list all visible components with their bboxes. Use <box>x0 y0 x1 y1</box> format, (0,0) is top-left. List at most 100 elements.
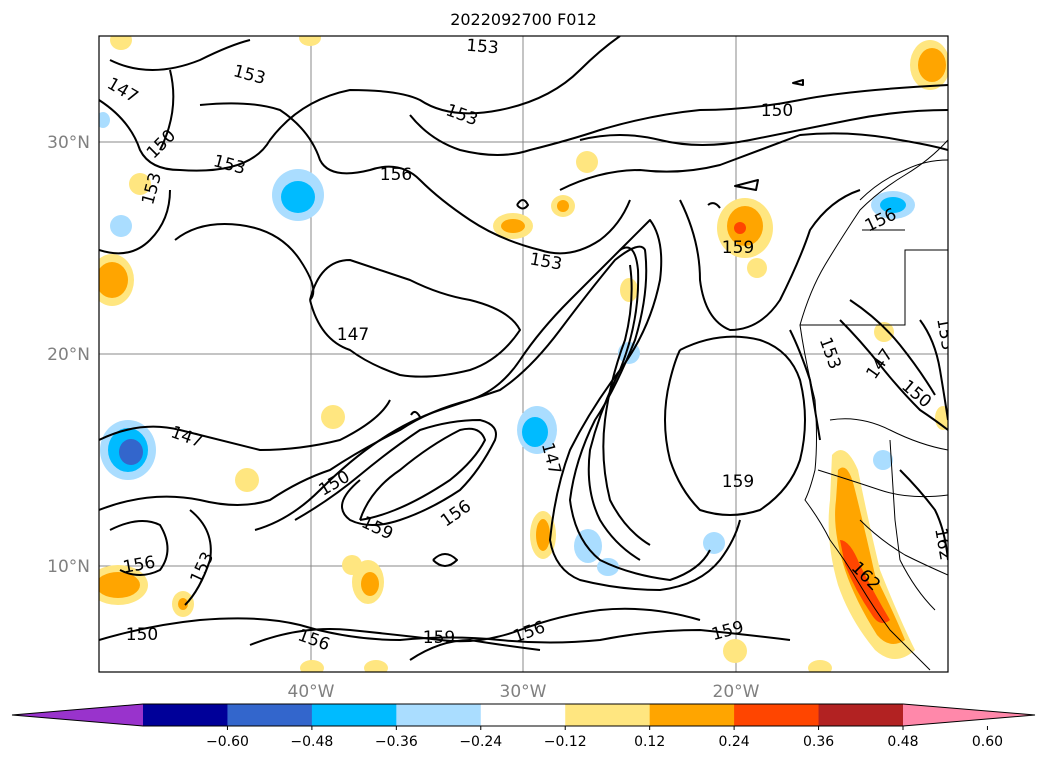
contour-153-far-east <box>919 319 948 421</box>
contour-162-east <box>899 469 948 561</box>
warm-spot-12 <box>110 36 132 50</box>
contour-147-left <box>99 399 391 451</box>
colorbar-tick-label: −0.12 <box>544 734 587 750</box>
contour-label: 150 <box>126 625 158 645</box>
colorbar-bin <box>227 704 313 726</box>
contour-label: 147 <box>337 325 369 345</box>
colorbar-outline <box>11 703 1036 727</box>
contour-153-sw <box>184 509 212 606</box>
warm-spot-15 <box>874 322 894 342</box>
warm-spot-3 <box>576 151 598 173</box>
contour-156-sw <box>109 520 169 576</box>
contour-153-east <box>789 329 821 441</box>
warm-spot-1-core <box>501 219 525 233</box>
border-4 <box>859 519 948 576</box>
contour-147-nw <box>159 69 175 151</box>
africa-coastline <box>799 139 948 671</box>
warm-spot-20 <box>300 660 324 672</box>
colorbar-tick-label: −0.24 <box>459 734 502 750</box>
contour-153-nw <box>109 39 251 71</box>
cold-spot-7 <box>99 112 110 128</box>
contour-159-spine <box>602 264 651 546</box>
warm-spot-8-core <box>178 598 188 610</box>
lon-label-40w: 40°W <box>288 682 335 702</box>
latitude-labels: 30°N 20°N 10°N <box>47 133 90 577</box>
contour-147-east <box>839 319 948 431</box>
contour-small-5 <box>734 179 759 191</box>
warm-patch-west-core <box>99 262 128 298</box>
contour-small-6 <box>792 79 804 86</box>
warm-spot-10 <box>235 468 259 492</box>
contour-label: 159 <box>423 628 455 648</box>
border-7 <box>859 159 948 201</box>
lon-label-30w: 30°W <box>500 682 547 702</box>
warm-spot-18 <box>808 660 832 672</box>
warm-band-inner <box>835 467 905 644</box>
warm-patch-ne-core <box>918 48 946 82</box>
contour-label: 159 <box>722 472 754 492</box>
contour-156-ne <box>559 132 948 191</box>
contour-156-east <box>679 189 861 331</box>
contour-small-3 <box>410 411 421 418</box>
warm-spot-17 <box>935 406 948 430</box>
warm-spot-6-core <box>361 572 379 596</box>
coastlines <box>799 139 948 671</box>
contour-label: 159 <box>722 238 754 258</box>
contour-156-mid <box>294 419 497 526</box>
warm-spot-13 <box>299 36 321 46</box>
colorbar-bin <box>480 704 566 726</box>
lat-label-20n: 20°N <box>47 345 90 365</box>
colorbar-tick-label: 0.12 <box>634 734 665 750</box>
contour-small-1 <box>432 553 458 567</box>
border-6 <box>889 439 901 561</box>
colorbar-bin <box>311 704 397 726</box>
contour-159-mid <box>359 427 486 521</box>
lon-label-20w: 20°W <box>713 682 760 702</box>
contour-153-n1 <box>99 36 621 172</box>
contour-label: 162 <box>930 526 955 561</box>
colorbar-bin <box>565 704 651 726</box>
warm-spot-14 <box>747 258 767 278</box>
contour-label: 153 <box>465 36 499 59</box>
warm-spot-11 <box>129 173 151 195</box>
warm-patch-159-center <box>734 222 746 234</box>
contour-label: 150 <box>761 101 793 121</box>
contour-156-s <box>249 607 701 646</box>
colorbar-tick-label: 0.48 <box>887 734 918 750</box>
contour-150-n <box>409 84 948 156</box>
cold-spot-1 <box>110 215 132 237</box>
colorbar-bin <box>818 704 904 726</box>
map-panel: 153 153 147 150 153 153 156 150 153 159 … <box>98 35 955 673</box>
colorbar-bin <box>396 704 482 726</box>
colorbar-tick-label: −0.48 <box>290 734 333 750</box>
contour-150-mid <box>99 219 741 591</box>
warm-spot-7 <box>342 555 362 575</box>
colorbar-tick-label: 0.36 <box>803 734 834 750</box>
colorbar-tick-label: −0.36 <box>375 734 418 750</box>
border-3 <box>817 469 948 498</box>
cold-patch-4-core <box>880 197 906 213</box>
map-frame <box>98 35 949 673</box>
colorbar-tick-label: −0.60 <box>206 734 249 750</box>
colorbar-extend-low <box>12 704 143 726</box>
contour-150-east <box>849 299 936 396</box>
contour-150-left <box>174 223 315 301</box>
warm-spot-5-core <box>536 519 550 551</box>
lat-label-30n: 30°N <box>47 133 90 153</box>
contour-small-2 <box>516 199 529 210</box>
contour-159-east <box>664 335 806 516</box>
warm-spot-2-core <box>557 200 569 212</box>
border-2 <box>829 418 948 451</box>
colorbar-bin <box>649 704 735 726</box>
contour-153-mid <box>254 245 711 581</box>
contour-147-center <box>309 259 521 378</box>
colorbar-bin <box>143 704 228 726</box>
contour-153-west <box>99 189 171 255</box>
warm-spot-4 <box>620 278 638 302</box>
colorbar: −0.60 −0.48 −0.36 −0.24 −0.12 0.12 0.24 0.36 0.4… <box>11 703 1036 750</box>
contour-159-s <box>409 639 541 661</box>
warm-band-core <box>840 540 890 624</box>
border-5 <box>899 559 936 611</box>
warm-spot-9 <box>321 405 345 429</box>
